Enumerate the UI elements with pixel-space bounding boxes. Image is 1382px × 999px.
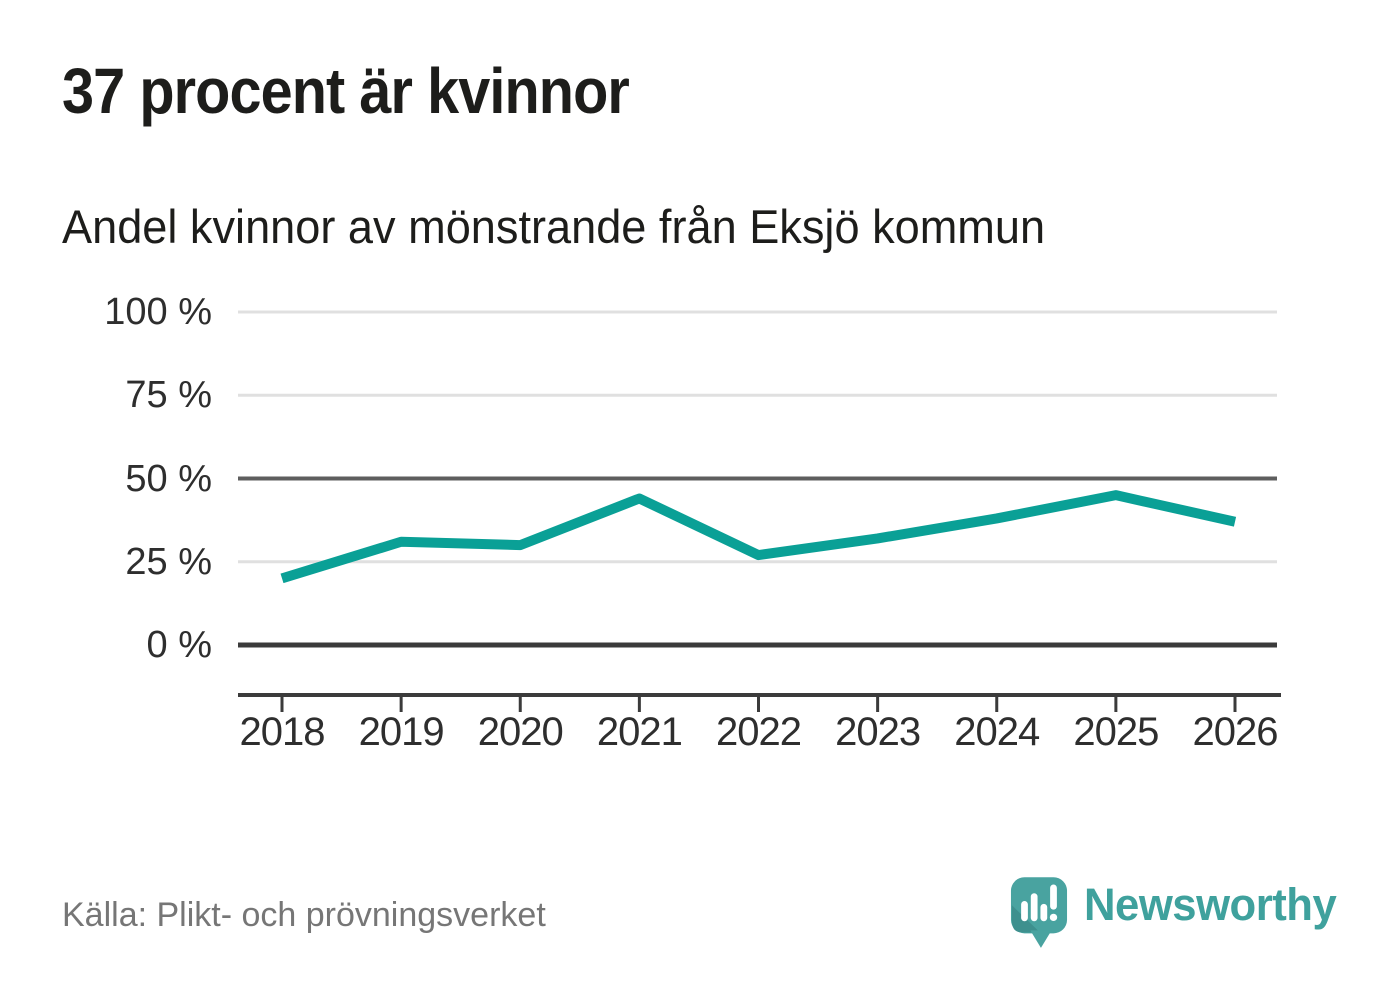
x-tick-label-2024: 2024	[954, 710, 1040, 754]
x-tick-label-2020: 2020	[477, 710, 564, 754]
x-tick-label-2018: 2018	[239, 710, 326, 754]
x-tick-label-2021: 2021	[596, 710, 683, 754]
brand-logo: Newsworthy	[1010, 876, 1344, 952]
x-tick-label-2025: 2025	[1073, 710, 1159, 754]
x-tick-label-2019: 2019	[358, 710, 445, 754]
y-tick-label-75: 75 %	[125, 374, 212, 417]
y-tick-label-25: 25 %	[125, 540, 212, 583]
x-tick-label-2026: 2026	[1192, 710, 1279, 754]
y-tick-label-50: 50 %	[125, 457, 212, 500]
newsworthy-logo-icon	[1010, 877, 1068, 948]
source-note: Källa: Plikt- och prövningsverket	[62, 896, 546, 934]
x-tick-label-2022: 2022	[716, 710, 802, 754]
chart-subtitle: Andel kvinnor av mönstrande från Eksjö k…	[62, 200, 1046, 253]
data-line	[280, 490, 1237, 584]
page-title: 37 procent är kvinnor	[62, 55, 630, 127]
y-tick-label-100: 100 %	[104, 291, 212, 333]
y-tick-label-0: 0 %	[146, 624, 212, 666]
brand-name: Newsworthy	[1084, 879, 1337, 930]
x-tick-label-2023: 2023	[835, 710, 921, 754]
